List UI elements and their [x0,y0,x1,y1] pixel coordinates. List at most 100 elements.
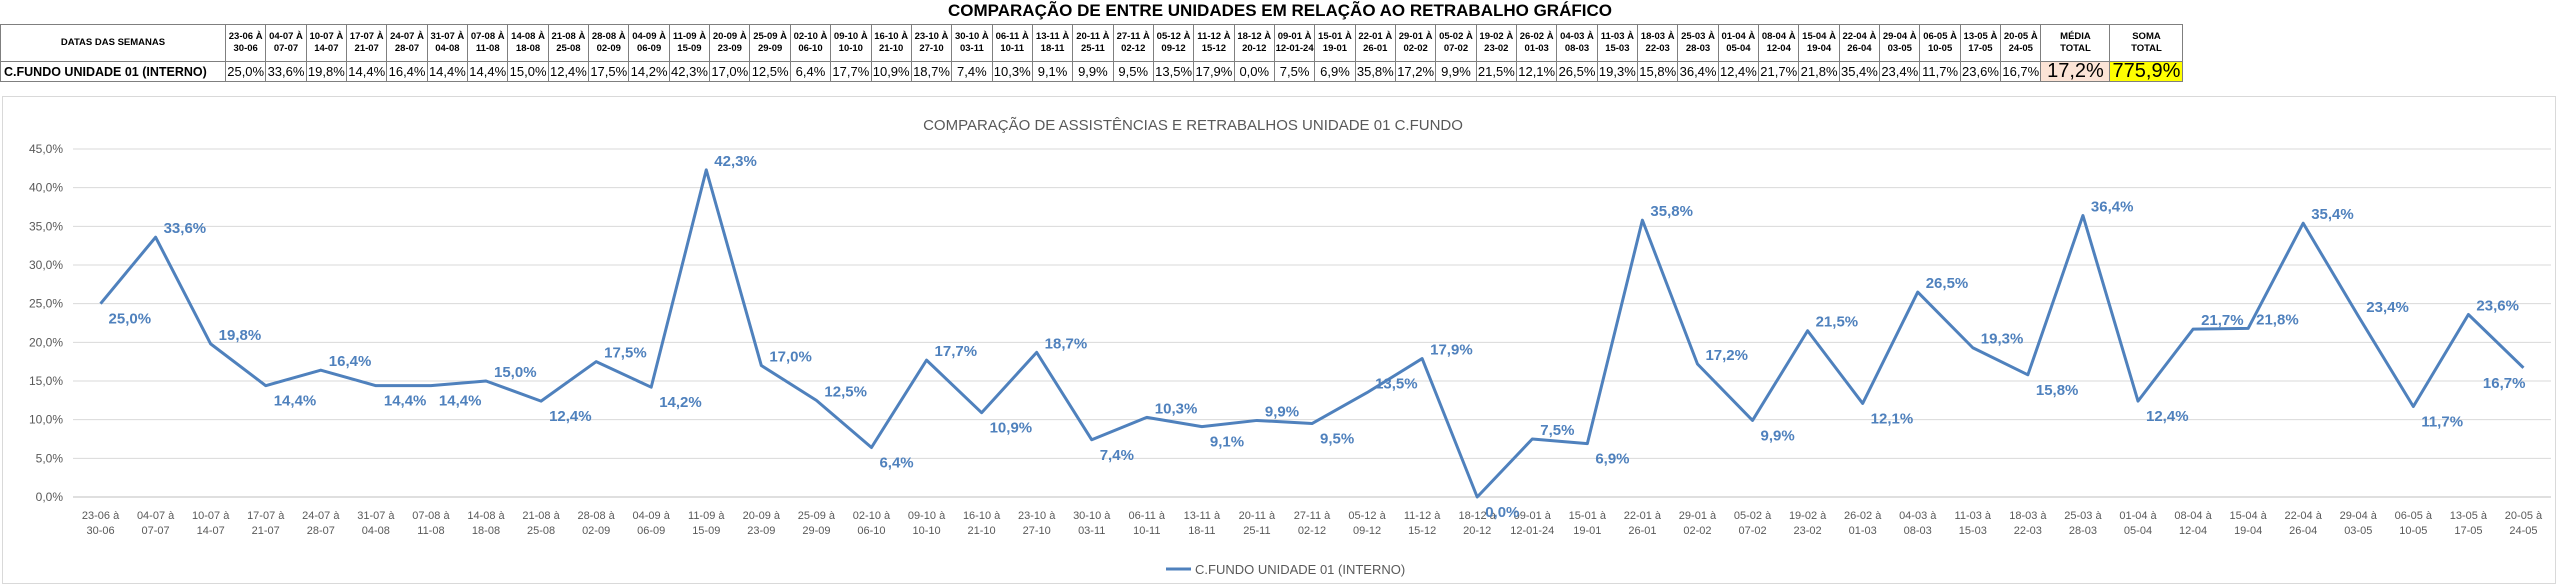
y-tick-label: 5,0% [36,451,64,465]
week-header-cell: 13-11 À 18-11 [1031,24,1074,62]
week-header-cell: 11-09 À 15-09 [668,24,711,62]
week-header-line: 17-07 À [349,31,384,42]
data-label: 10,3% [1155,400,1198,417]
week-header-line: 13-11 À [1035,31,1070,42]
week-header-line: 01-04 À [1721,31,1756,42]
x-tick-label: 07-02 [1738,525,1766,537]
week-header-cell: 23-06 À 30-06 [224,24,267,62]
week-value-cell: 21,8% [1798,61,1840,82]
legend-label: C.FUNDO UNIDADE 01 (INTERNO) [1195,562,1405,577]
x-tick-label: 22-03 [2014,525,2042,537]
data-label: 6,9% [1595,451,1629,468]
week-value-cell: 11,7% [1919,61,1961,82]
y-tick-label: 20,0% [29,335,63,349]
week-header-line: 27-10 [919,43,944,54]
x-tick-label: 19-04 [2234,525,2262,537]
week-header-line: 23-10 À [914,31,949,42]
week-header-line: 20-12 [1242,43,1267,54]
x-tick-label: 11-09 à [688,510,725,522]
week-header-cell: 15-04 À 19-04 [1798,24,1840,62]
data-label: 35,4% [2311,206,2354,223]
x-tick-label: 02-12 [1298,525,1326,537]
x-tick-label: 23-09 [747,525,775,537]
x-tick-label: 02-10 à [853,510,891,522]
x-tick-label: 28-03 [2069,525,2097,537]
week-value-cell: 23,4% [1879,61,1921,82]
week-header-line: 25-11 [1081,43,1105,54]
y-tick-label: 25,0% [29,297,63,311]
x-tick-label: 16-10 à [963,510,1001,522]
x-tick-label: 10-11 [1133,525,1160,537]
week-header-line: 15-01 À [1318,31,1352,42]
y-tick-label: 10,0% [29,413,63,427]
week-header-line: 12-04 [1766,43,1791,54]
week-header-line: 15-03 [1605,43,1630,54]
x-tick-label: 21-07 [252,525,280,537]
week-value-cell: 21,5% [1475,61,1518,82]
week-header-cell: 23-10 À 27-10 [910,24,953,62]
week-value-cell: 0,0% [1233,61,1275,82]
y-tick-label: 40,0% [29,181,63,195]
data-label: 10,9% [990,420,1033,437]
x-tick-label: 18-11 [1188,525,1215,537]
week-header-line: 18-11 [1040,43,1065,54]
x-tick-label: 18-03 à [2009,510,2047,522]
week-header-line: 23-06 À [228,31,263,42]
week-header-line: 18-08 [515,43,541,54]
week-header-cell: 04-03 À 08-03 [1556,24,1598,62]
week-header-cell: 20-05 À 24-05 [2000,24,2042,62]
x-tick-label: 24-05 [2509,525,2537,537]
x-tick-label: 22-01 à [1624,510,1662,522]
data-label: 12,5% [824,383,867,400]
week-value-cell: 21,7% [1758,61,1800,82]
x-tick-label: 03-05 [2344,525,2372,537]
week-header-line: 04-07 À [269,31,303,42]
data-label: 17,7% [935,343,978,360]
week-header-cell: 31-07 À 04-08 [426,24,469,62]
week-value-cell: 10,9% [870,61,912,82]
x-tick-label: 10-10 [912,525,940,537]
week-header-line: 10-10 [838,43,863,54]
week-header-cell: 25-03 À 28-03 [1677,24,1719,62]
week-header-line: 16-10 À [874,31,909,42]
week-value-cell: 14,2% [628,61,670,82]
x-tick-label: 06-11 à [1129,510,1166,522]
week-header-cell: 22-01 À 26-01 [1354,24,1396,62]
week-header-cell: 18-12 À 20-12 [1233,24,1275,62]
data-label: 33,6% [164,220,207,237]
week-header-line: 14-08 À [511,31,545,42]
week-header-line: 08-03 [1564,43,1590,54]
data-label: 12,1% [1871,410,1914,427]
x-tick-label: 04-08 [362,525,390,537]
data-label: 14,4% [384,393,427,410]
x-tick-label: 04-07 à [137,510,175,522]
week-header-line: 05-04 [1726,43,1751,54]
x-tick-label: 04-03 à [1899,510,1937,522]
x-tick-label: 08-04 à [2174,510,2212,522]
data-label: 17,2% [1705,347,1748,364]
week-header-line: 21-07 [354,43,379,54]
weekly-data-table: DATAS DAS SEMANAS 23-06 À 30-06 04-07 À 07-… [0,24,2184,82]
week-header-cell: 08-04 À 12-04 [1758,24,1800,62]
week-header-line: 22-01 À [1358,31,1393,42]
week-header-line: 08-04 À [1761,31,1796,42]
x-tick-label: 17-05 [2454,525,2482,537]
week-header-line: 22-04 À [1842,31,1877,42]
week-value-cell: 16,4% [386,61,428,82]
x-tick-label: 11-03 à [1955,510,1992,522]
table-row: C.FUNDO UNIDADE 01 (INTERNO) 25,0% 33,6% 1… [0,61,2184,82]
week-value-cell: 9,9% [1072,61,1114,82]
data-label: 12,4% [2146,408,2189,425]
x-tick-label: 30-06 [86,525,114,537]
soma-total-header: SOMA TOTAL [2109,24,2184,62]
data-label: 35,8% [1650,203,1693,220]
x-tick-label: 07-08 à [412,510,450,522]
week-header-cell: 18-03 À 22-03 [1637,24,1679,62]
week-header-line: 19-02 À [1479,31,1514,42]
x-tick-label: 01-03 [1849,525,1877,537]
x-tick-label: 15-12 [1408,525,1436,537]
week-header-line: 10-05 [1927,43,1953,54]
week-value-cell: 26,5% [1556,61,1598,82]
x-tick-label: 19-02 à [1789,510,1827,522]
x-tick-label: 03-11 [1078,525,1105,537]
